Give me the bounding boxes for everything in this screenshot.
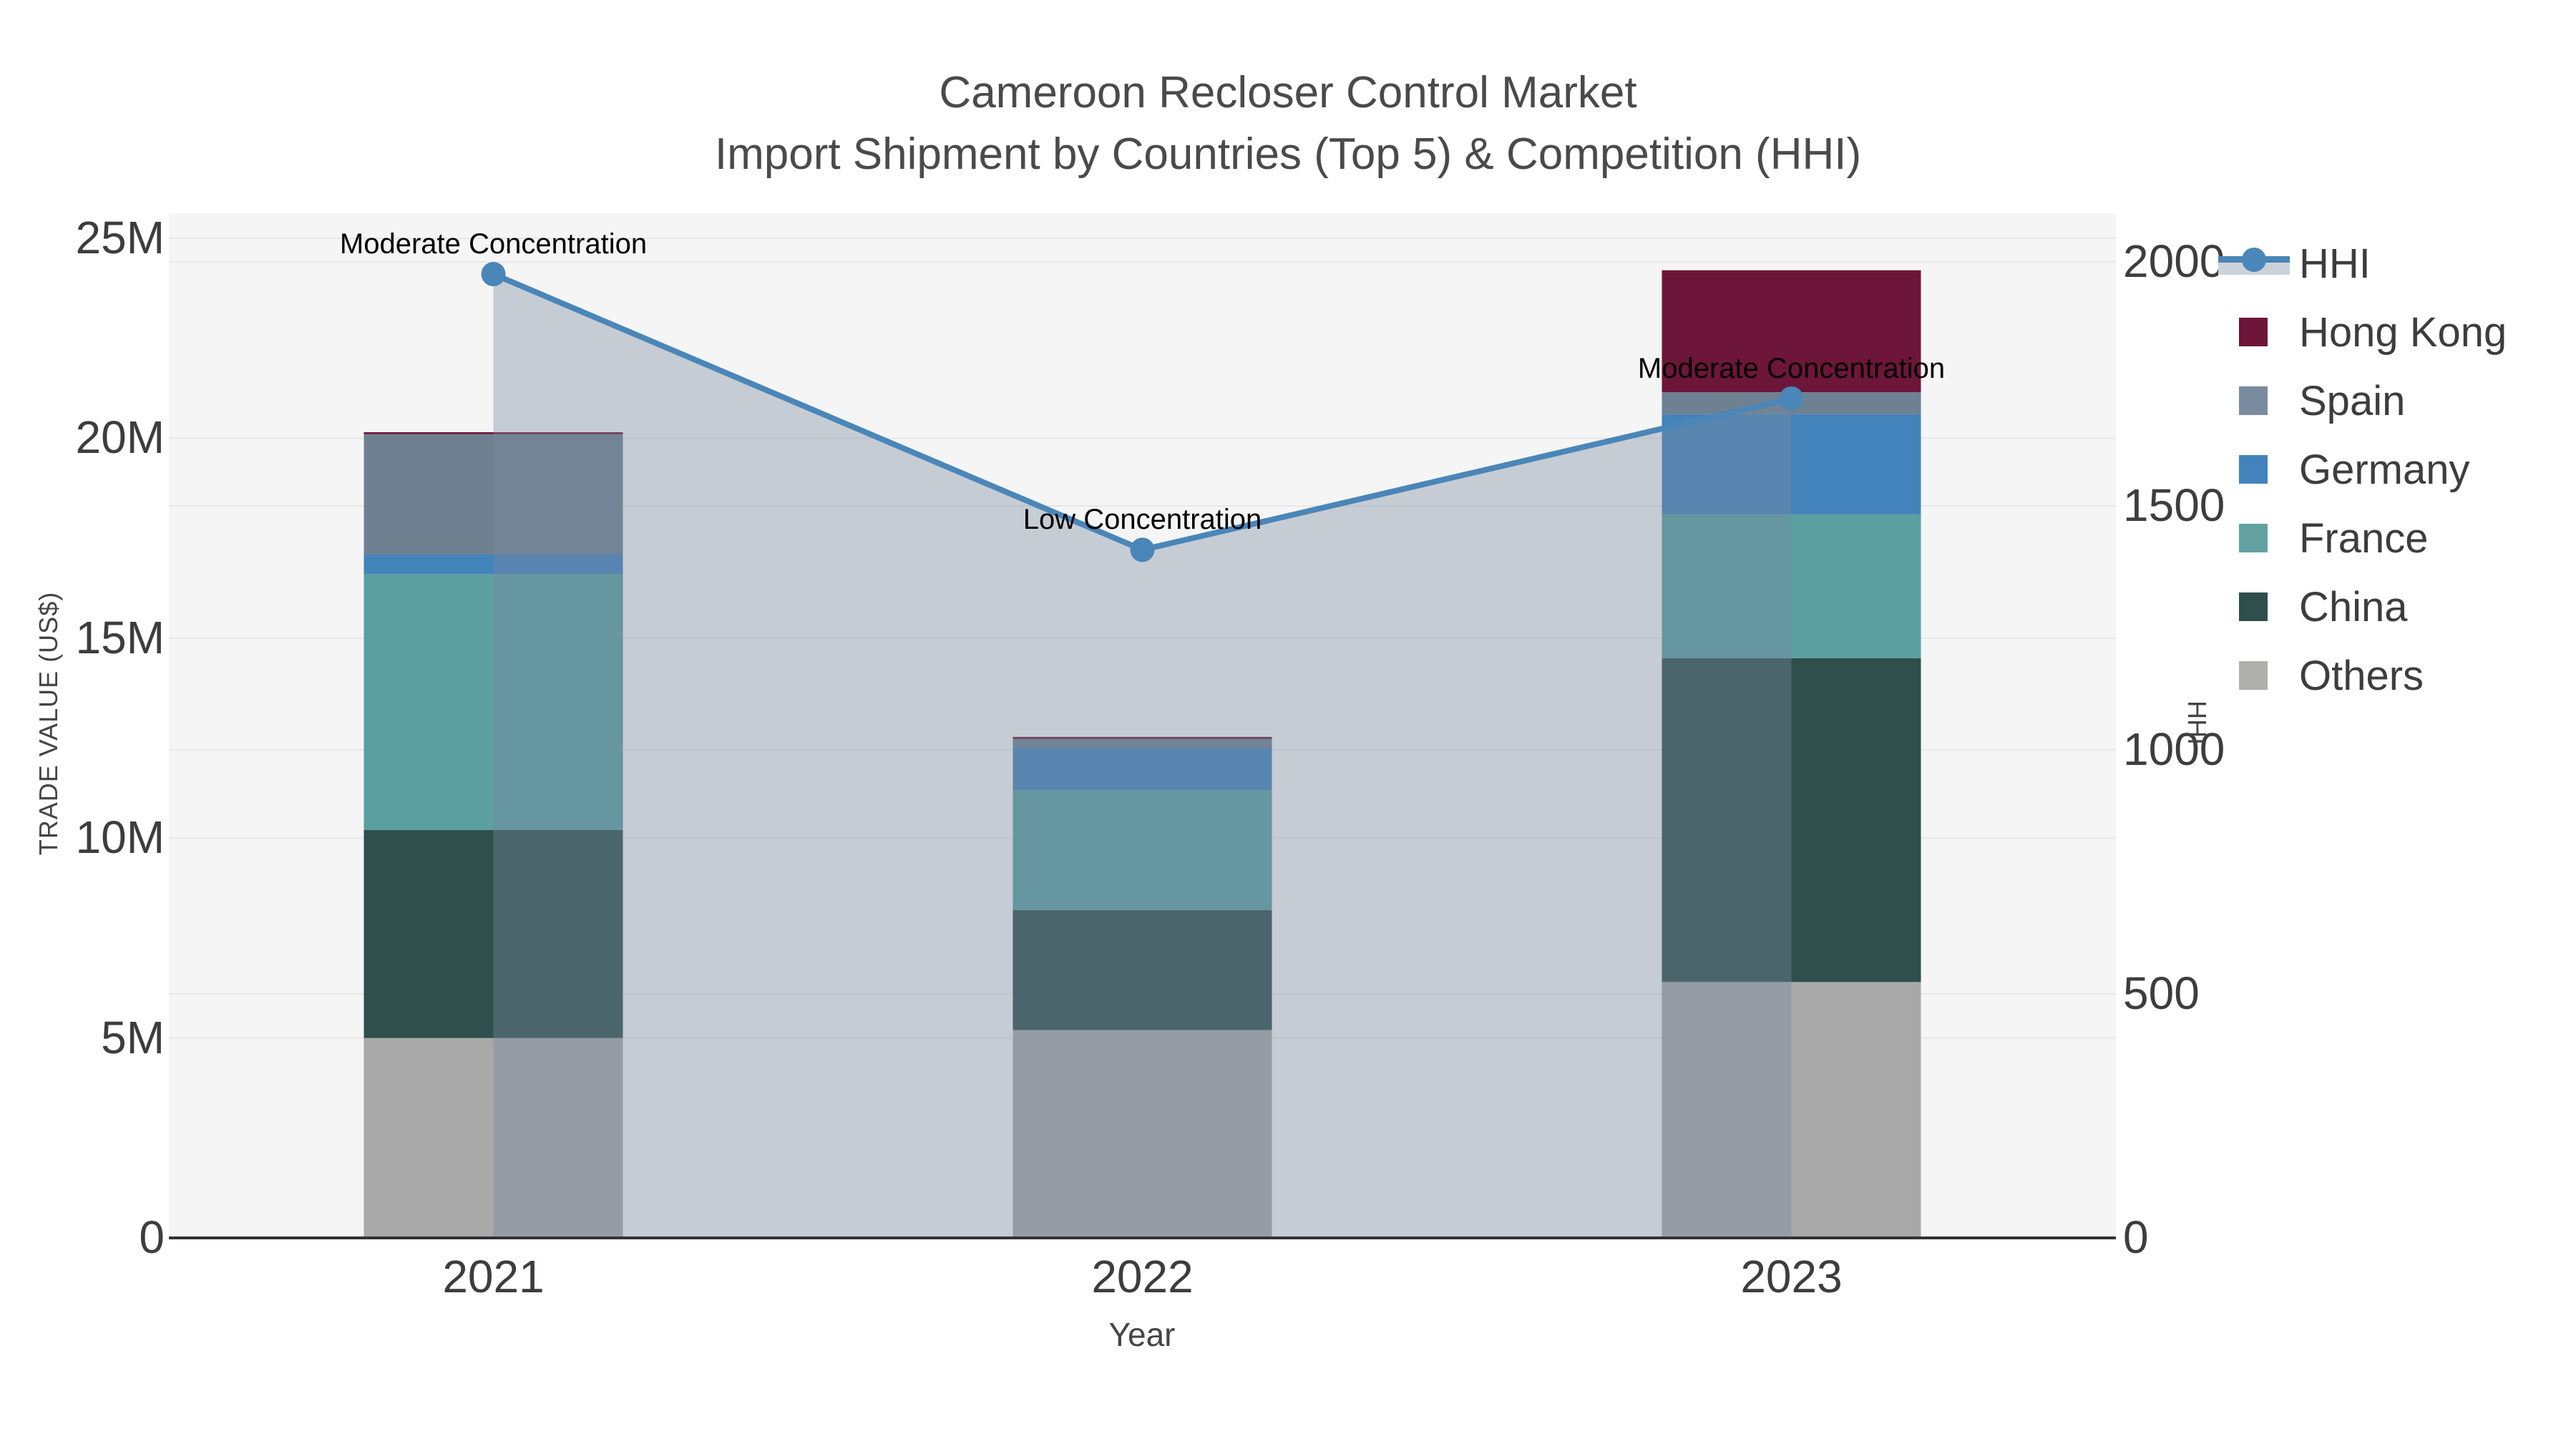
bar-segment-2021-france[interactable] [364,574,623,831]
legend-label: France [2299,514,2429,562]
hhi-marker-2022[interactable] [1130,537,1155,562]
legend-item-china[interactable]: China [2215,572,2573,641]
bar-segment-2021-spain[interactable] [364,434,623,555]
left-tick-5M: 5M [101,1011,165,1063]
legend-swatch-icon [2239,318,2268,346]
legend-label: Germany [2299,446,2470,493]
legend-label: Hong Kong [2299,308,2507,356]
x-tick-2022: 2022 [1091,1251,1194,1302]
bar-segment-2022-hong-kong[interactable] [1013,736,1272,739]
legend-swatch-icon [2239,386,2268,415]
right-tick-0: 0 [2123,1211,2149,1263]
legend-swatch-icon [2239,455,2268,484]
legend-swatch-icon [2239,592,2268,621]
hhi-marker-2021[interactable] [481,262,506,287]
legend-item-spain[interactable]: Spain [2215,366,2573,435]
legend-label: China [2299,583,2408,630]
x-tick-2023: 2023 [1740,1251,1843,1302]
left-tick-25M: 25M [75,212,165,263]
legend-hhi-line-icon [2218,248,2290,279]
bar-segment-2023-france[interactable] [1662,514,1921,658]
hhi-annotation-2023: Moderate Concentration [1637,352,1946,384]
hhi-annotation-2021: Moderate Concentration [339,228,648,260]
bar-segment-2023-others[interactable] [1662,982,1921,1238]
bar-segment-2022-spain[interactable] [1013,738,1272,748]
legend-swatch-icon [2239,524,2268,552]
right-tick-1500: 1500 [2123,479,2225,531]
bar-segment-2021-others[interactable] [364,1038,623,1238]
right-tick-2000: 2000 [2123,235,2225,287]
hhi-annotation-2022: Low Concentration [1023,504,1262,536]
legend-item-france[interactable]: France [2215,504,2573,572]
legend-swatch-icon [2239,661,2268,690]
hhi-marker-2023[interactable] [1779,386,1804,411]
bar-segment-2022-china[interactable] [1013,909,1272,1030]
bar-segment-2022-france[interactable] [1013,790,1272,910]
chart-title-line2: Import Shipment by Countries (Top 5) & C… [714,130,1862,179]
left-tick-20M: 20M [75,411,165,464]
right-tick-500: 500 [2123,967,2200,1019]
left-axis-title: TRADE VALUE (US$) [34,591,63,856]
bar-segment-2022-germany[interactable] [1013,748,1272,791]
bar-segment-2021-germany[interactable] [364,554,623,575]
bar-segment-2023-germany[interactable] [1662,414,1921,514]
legend-label: Spain [2299,377,2406,424]
bar-segment-2022-others[interactable] [1013,1030,1272,1238]
x-tick-2021: 2021 [442,1251,545,1302]
bar-segment-2023-hong-kong[interactable] [1662,270,1921,393]
right-axis-title: HHI [2182,701,2212,745]
hhi-area-fill [493,274,1792,1238]
legend: HHI Hong Kong Spain Germany France China Other… [2215,229,2573,710]
legend-label: Others [2299,652,2424,699]
bar-segment-2021-china[interactable] [364,830,623,1038]
x-axis-title: Year [1108,1316,1176,1353]
legend-item-hong-kong[interactable]: Hong Kong [2215,298,2573,366]
left-tick-0: 0 [139,1211,165,1263]
right-tick-1000: 1000 [2123,723,2225,775]
legend-item-others[interactable]: Others [2215,641,2573,710]
left-tick-15M: 15M [75,611,165,663]
chart-title-line1: Cameroon Recloser Control Market [939,68,1637,117]
legend-item-germany[interactable]: Germany [2215,435,2573,504]
bar-segment-2023-china[interactable] [1662,658,1921,982]
legend-label: HHI [2299,240,2371,287]
legend-item-hhi[interactable]: HHI [2215,229,2573,298]
legend-hhi-marker [2242,248,2266,272]
left-tick-10M: 10M [75,811,165,864]
bar-segment-2021-hong-kong[interactable] [364,432,623,434]
